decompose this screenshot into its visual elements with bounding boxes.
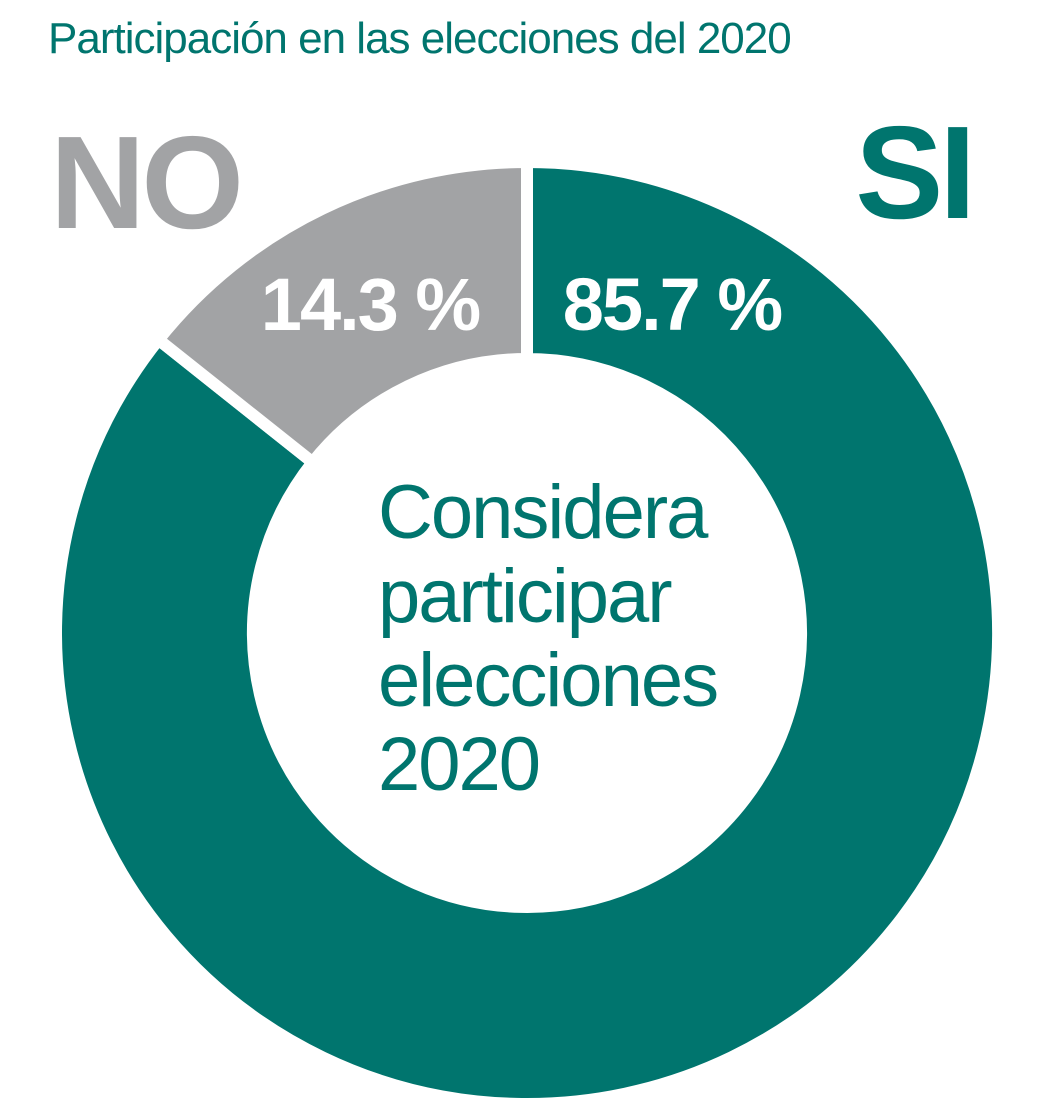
slice-si [50,155,1004,1110]
center-label-line-4: 2020 [378,722,539,807]
si-category-label: SI [855,99,972,246]
no-value-label: 14.3 % [261,263,480,346]
center-label: Considera participar elecciones 2020 [378,470,719,807]
center-label-line-2: participar [378,554,672,639]
chart-title: Participación en las elecciones del 2020 [48,14,792,63]
no-category-label: NO [50,109,240,256]
slices-layer [50,155,1004,1110]
slice-no [150,155,533,471]
center-label-line-1: Considera [378,470,709,555]
si-value-label: 85.7 % [563,263,782,346]
center-label-line-3: elecciones [378,638,717,723]
